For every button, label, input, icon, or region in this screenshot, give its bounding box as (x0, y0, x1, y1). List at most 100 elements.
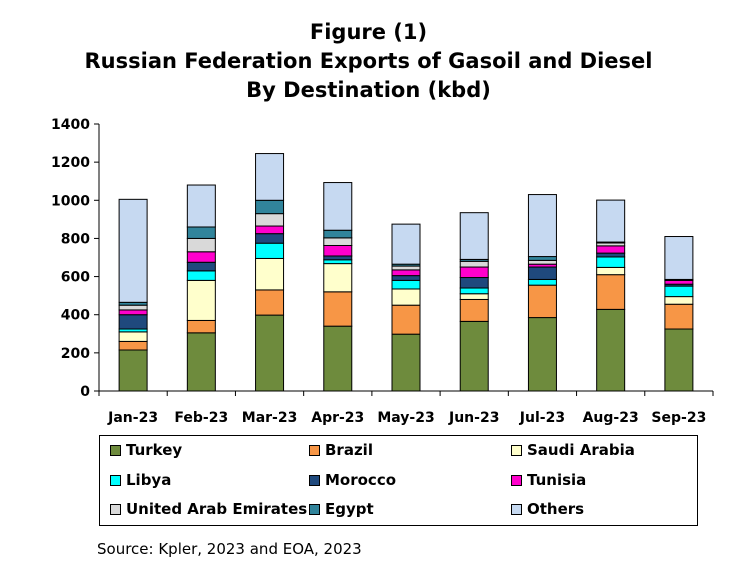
legend-item: Tunisia (511, 471, 586, 489)
legend-label: Turkey (126, 441, 183, 459)
legend-swatch (309, 474, 320, 486)
bar-segment-libya (459, 287, 489, 295)
x-tick-label: Mar-23 (242, 410, 298, 426)
bar-segment-morocco (596, 252, 626, 258)
bar-segment-turkey (186, 332, 216, 392)
bar-segment-tunisia (391, 269, 421, 277)
legend: Turkey Brazil Saudi Arabia Libya Morocco Tuni… (99, 435, 698, 526)
legend-label: Others (527, 500, 585, 518)
bar-segment-others (459, 212, 489, 260)
bar-segment-others (664, 236, 694, 280)
legend-label: United Arab Emirates (126, 500, 308, 518)
bar-segment-turkey (596, 308, 626, 392)
bar-segment-united-arab-emirates (118, 304, 148, 311)
bar-segment-tunisia (459, 266, 489, 279)
bar-segment-brazil (391, 304, 421, 335)
legend-swatch (110, 503, 121, 515)
bar-segment-brazil (118, 340, 148, 351)
bar-segment-others (323, 182, 353, 231)
legend-item: Brazil (309, 441, 373, 459)
y-tick-label: 600 (61, 270, 90, 286)
bar-segment-brazil (459, 298, 489, 322)
bar-segment-brazil (255, 289, 285, 316)
bar-segment-saudi-arabia (459, 293, 489, 300)
legend-label: Tunisia (527, 471, 587, 489)
legend-label: Brazil (325, 441, 373, 459)
bar-segment-others (118, 198, 148, 303)
bar-segment-others (391, 223, 421, 265)
legend-label: Morocco (325, 471, 397, 489)
bar-segment-morocco (527, 266, 557, 280)
bar-segment-libya (527, 278, 557, 286)
y-tick-label: 1200 (51, 155, 90, 171)
legend-swatch (110, 474, 121, 486)
bar-segment-turkey (255, 314, 285, 392)
legend-swatch (309, 444, 320, 456)
title-line-3: By Destination (kbd) (246, 78, 491, 102)
bar-segment-united-arab-emirates (323, 237, 353, 246)
y-tick-label: 1000 (51, 193, 90, 209)
x-tick-label: Jan-23 (107, 410, 158, 426)
bar-segment-morocco (459, 277, 489, 289)
x-tick-label: Feb-23 (174, 410, 228, 426)
bar-segment-saudi-arabia (391, 288, 421, 306)
bar-segment-turkey (323, 325, 353, 392)
bar-segment-tunisia (186, 251, 216, 263)
chart-title: Figure (1) Russian Federation Exports of… (0, 18, 737, 105)
bar-segment-libya (596, 256, 626, 268)
bar-segment-turkey (527, 317, 557, 392)
bar-segment-turkey (118, 349, 148, 392)
bar-segment-libya (255, 242, 285, 259)
bar-segment-tunisia (596, 245, 626, 254)
legend-swatch (309, 503, 320, 515)
bar-segment-libya (323, 259, 353, 265)
bar-segment-morocco (391, 275, 421, 281)
x-tick-label: Aug-23 (583, 410, 639, 426)
bar-segment-tunisia (118, 309, 148, 316)
x-tick-label: Jun-23 (448, 410, 499, 426)
legend-label: Egypt (325, 500, 374, 518)
title-line-2: Russian Federation Exports of Gasoil and… (84, 49, 653, 73)
bar-segment-others (527, 194, 557, 258)
bar-segment-united-arab-emirates (527, 259, 557, 265)
bar-segment-tunisia (255, 225, 285, 235)
bar-segment-united-arab-emirates (391, 265, 421, 271)
bar-segment-brazil (186, 319, 216, 334)
y-tick-label: 0 (80, 384, 90, 400)
legend-item: Libya (110, 471, 171, 489)
bar-segment-turkey (664, 328, 694, 392)
bar-segment-others (255, 153, 285, 201)
bar-segment-saudi-arabia (255, 257, 285, 291)
legend-item: Morocco (309, 471, 396, 489)
x-tick-label: Sep-23 (651, 410, 706, 426)
y-tick-label: 800 (61, 231, 90, 247)
bar-segment-libya (391, 279, 421, 290)
legend-label: Libya (126, 471, 172, 489)
bar-segment-morocco (186, 261, 216, 272)
bar-segment-united-arab-emirates (186, 237, 216, 253)
bar-segment-united-arab-emirates (255, 213, 285, 227)
bar-segment-libya (186, 270, 216, 281)
legend-item: Others (511, 500, 584, 518)
legend-item: Saudi Arabia (511, 441, 635, 459)
bar-segment-saudi-arabia (596, 266, 626, 276)
x-tick-label: Apr-23 (311, 410, 364, 426)
legend-label: Saudi Arabia (527, 441, 635, 459)
bar-segment-saudi-arabia (186, 279, 216, 321)
legend-item: United Arab Emirates (110, 500, 307, 518)
y-tick-label: 400 (61, 308, 90, 324)
bar-segment-saudi-arabia (118, 331, 148, 342)
bar-segment-turkey (391, 333, 421, 392)
bar-segment-saudi-arabia (664, 296, 694, 305)
bar-segment-united-arab-emirates (459, 260, 489, 268)
legend-swatch (511, 503, 522, 515)
source-note: Source: Kpler, 2023 and EOA, 2023 (97, 540, 362, 558)
x-tick-label: Jul-23 (519, 410, 565, 426)
y-tick-label: 1400 (51, 117, 90, 133)
title-line-1: Figure (1) (309, 20, 428, 44)
bar-segment-morocco (323, 255, 353, 261)
bar-segment-egypt (323, 229, 353, 239)
bar-segment-egypt (527, 256, 557, 261)
legend-swatch (511, 444, 522, 456)
